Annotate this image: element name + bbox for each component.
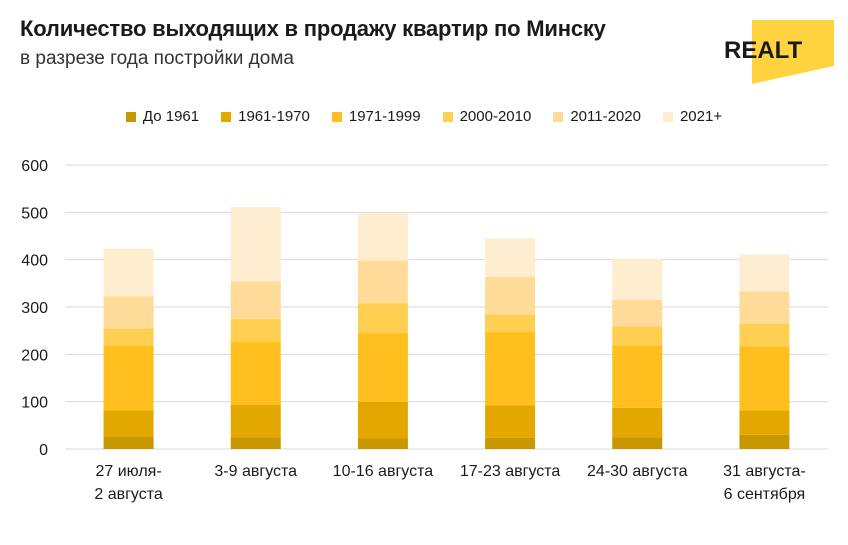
y-tick-label-0: 0	[39, 442, 48, 459]
legend-label-0: До 1961	[142, 108, 200, 125]
legend-label-5: 2021+	[679, 108, 723, 125]
bar-segment-2-2	[357, 333, 408, 402]
x-tick-label-1-0: 3-9 августа	[214, 463, 297, 480]
bar-segment-2-3	[357, 303, 408, 334]
bar-segment-4-4	[612, 299, 663, 327]
bar-segment-2-5	[357, 213, 408, 261]
legend-item-5: 2021+	[662, 108, 723, 125]
bar-segment-4-3	[612, 326, 663, 346]
bar-segment-4-2	[612, 345, 663, 408]
y-tick-label-3: 300	[21, 300, 48, 317]
legend-item-0: До 1961	[125, 108, 200, 125]
bar-segment-1-2	[230, 342, 281, 405]
bar-segment-1-3	[230, 318, 281, 343]
x-tick-label-0-1: 2 августа	[94, 486, 163, 503]
bar-segment-4-0	[612, 437, 663, 449]
bar-segment-3-3	[485, 314, 536, 333]
legend-item-3: 2000-2010	[442, 108, 532, 125]
bar-segment-2-1	[357, 401, 408, 439]
y-tick-label-1: 100	[21, 395, 48, 412]
bar-segment-5-5	[739, 254, 790, 292]
logo-text: REALT	[724, 37, 803, 64]
legend-swatch-3	[442, 111, 453, 122]
legend-label-3: 2000-2010	[459, 108, 532, 125]
x-tick-label-0-0: 27 июля-	[96, 463, 162, 480]
bar-segment-3-4	[485, 276, 536, 315]
bar-segment-0-2	[103, 345, 154, 411]
bar-segment-0-3	[103, 328, 154, 346]
legend-item-2: 1971-1999	[331, 108, 421, 125]
bar-segment-1-5	[230, 207, 281, 282]
bar-segment-2-0	[357, 438, 408, 449]
y-tick-label-2: 200	[21, 347, 48, 364]
bar-segment-1-1	[230, 404, 281, 438]
bar-segment-1-4	[230, 281, 281, 319]
bar-segment-3-5	[485, 238, 536, 277]
bar-segment-5-1	[739, 410, 790, 435]
bar-segment-3-0	[485, 437, 536, 449]
legend-swatch-1	[221, 111, 232, 122]
legend-label-2: 1971-1999	[348, 108, 421, 125]
bar-segment-4-5	[612, 258, 663, 300]
bar-segment-2-4	[357, 260, 408, 304]
bar-segment-4-1	[612, 407, 663, 438]
x-tick-label-3-0: 17-23 августа	[460, 463, 561, 480]
legend-swatch-4	[553, 111, 564, 122]
bar-segment-5-0	[739, 434, 790, 449]
chart-title: Количество выходящих в продажу квартир п…	[20, 16, 606, 41]
bar-segment-5-3	[739, 323, 790, 347]
x-tick-label-5-1: 6 сентября	[724, 486, 806, 503]
legend-label-4: 2011-2020	[570, 108, 641, 125]
legend-swatch-2	[331, 111, 342, 122]
bar-segment-5-4	[739, 291, 790, 324]
y-tick-label-6: 600	[21, 158, 48, 175]
chart-subtitle: в разрезе года постройки дома	[20, 48, 294, 69]
bar-segment-0-1	[103, 410, 154, 437]
legend-item-1: 1961-1970	[221, 108, 310, 125]
legend-swatch-5	[662, 111, 673, 122]
bar-segment-0-4	[103, 296, 154, 329]
bar-segment-1-0	[230, 437, 281, 449]
bar-segment-3-1	[485, 405, 536, 438]
bar-segment-0-5	[103, 248, 154, 297]
chart-legend: До 1961 1961-1970 1971-1999 2000-2010 2011-2…	[0, 108, 848, 125]
y-tick-label-5: 500	[21, 205, 48, 222]
x-tick-label-4-0: 24-30 августа	[587, 463, 688, 480]
legend-swatch-0	[125, 111, 136, 122]
legend-label-1: 1961-1970	[238, 108, 310, 125]
x-tick-label-2-0: 10-16 августа	[333, 463, 434, 480]
bar-segment-3-2	[485, 332, 536, 406]
y-tick-label-4: 400	[21, 253, 48, 270]
bar-segment-0-0	[103, 436, 154, 449]
x-tick-label-5-0: 31 августа-	[723, 463, 806, 480]
legend-item-4: 2011-2020	[553, 108, 641, 125]
realt-logo: REALT	[724, 20, 834, 84]
bar-segment-5-2	[739, 346, 790, 411]
logo-shape	[752, 20, 834, 84]
